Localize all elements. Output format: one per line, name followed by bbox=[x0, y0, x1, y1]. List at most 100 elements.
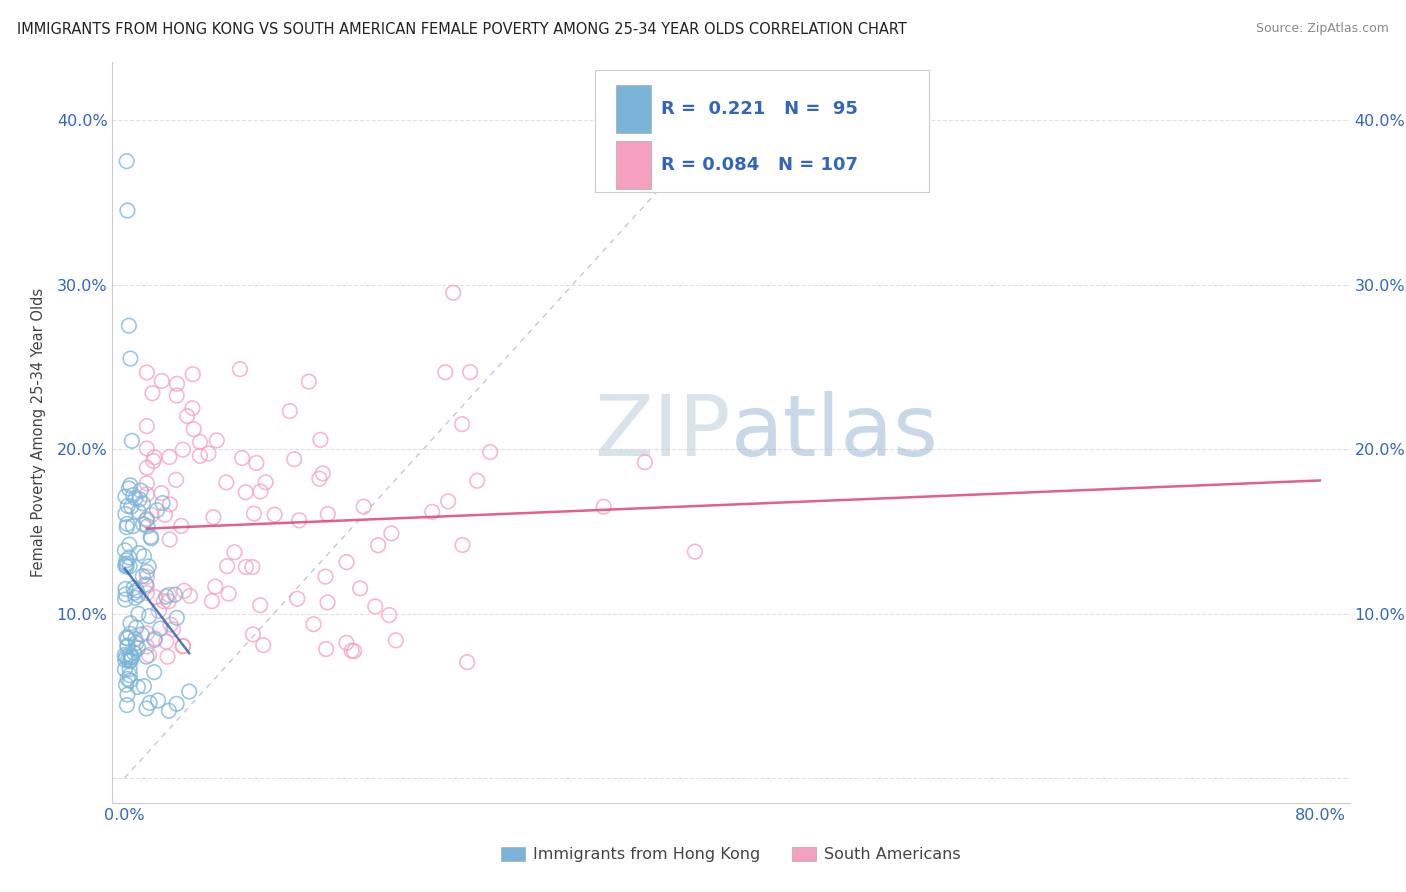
Point bbox=[188, 434, 211, 449]
Point bbox=[115, 154, 138, 169]
Point bbox=[336, 555, 359, 569]
Point bbox=[308, 472, 330, 486]
Point bbox=[132, 679, 155, 693]
Point bbox=[127, 641, 149, 656]
Point bbox=[364, 599, 387, 614]
Point bbox=[115, 631, 138, 645]
Point bbox=[451, 538, 474, 552]
Point bbox=[135, 649, 157, 664]
Point bbox=[135, 586, 157, 600]
Point bbox=[121, 434, 143, 448]
Point bbox=[183, 422, 205, 436]
Point bbox=[343, 644, 366, 658]
Point bbox=[249, 598, 271, 612]
Point bbox=[135, 565, 157, 579]
Point bbox=[120, 500, 142, 514]
Point bbox=[135, 487, 157, 501]
Point bbox=[437, 494, 460, 508]
Point bbox=[254, 475, 277, 490]
Point bbox=[201, 594, 224, 608]
Point bbox=[118, 538, 141, 552]
Point bbox=[173, 583, 195, 598]
Point bbox=[592, 500, 614, 514]
Point bbox=[114, 653, 136, 667]
FancyBboxPatch shape bbox=[616, 141, 651, 189]
Point bbox=[367, 538, 389, 552]
Point bbox=[451, 417, 474, 432]
Point bbox=[132, 496, 155, 510]
Point bbox=[135, 512, 157, 526]
Point bbox=[434, 365, 457, 379]
Point bbox=[117, 672, 139, 686]
Point bbox=[142, 454, 165, 468]
Point bbox=[114, 662, 136, 676]
Point bbox=[135, 640, 157, 654]
Point bbox=[218, 587, 240, 601]
Point bbox=[149, 622, 172, 636]
Point bbox=[115, 516, 138, 531]
Point bbox=[456, 655, 478, 669]
Point bbox=[122, 581, 145, 595]
Point bbox=[420, 505, 443, 519]
Point bbox=[176, 409, 198, 423]
Point bbox=[202, 510, 225, 524]
Point bbox=[129, 483, 152, 498]
Point bbox=[156, 649, 179, 664]
Point bbox=[120, 650, 142, 665]
Point bbox=[135, 626, 157, 640]
Point bbox=[314, 569, 336, 583]
Point bbox=[122, 519, 145, 533]
Point bbox=[159, 533, 181, 547]
Point bbox=[115, 698, 138, 712]
Point bbox=[465, 474, 488, 488]
Text: R = 0.084   N = 107: R = 0.084 N = 107 bbox=[661, 155, 858, 174]
Point bbox=[224, 545, 246, 559]
Point bbox=[135, 570, 157, 584]
Point bbox=[132, 569, 155, 583]
Point bbox=[117, 632, 139, 646]
Point bbox=[159, 617, 181, 632]
Point bbox=[118, 318, 141, 333]
Point bbox=[243, 507, 266, 521]
Point bbox=[181, 401, 204, 416]
Point bbox=[172, 639, 194, 653]
Point bbox=[316, 595, 339, 609]
Point bbox=[315, 642, 337, 657]
Point bbox=[166, 697, 188, 711]
Legend: Immigrants from Hong Kong, South Americans: Immigrants from Hong Kong, South America… bbox=[495, 840, 967, 869]
Point bbox=[115, 678, 138, 692]
Point bbox=[118, 482, 141, 496]
Point bbox=[316, 507, 339, 521]
Point bbox=[181, 368, 204, 382]
Point bbox=[378, 608, 401, 623]
Point bbox=[136, 519, 159, 533]
Point bbox=[235, 485, 257, 500]
Point bbox=[197, 447, 219, 461]
Point bbox=[131, 627, 153, 641]
Point bbox=[143, 590, 166, 604]
Point bbox=[114, 582, 136, 596]
Point bbox=[132, 517, 155, 532]
Point bbox=[120, 626, 142, 640]
Point bbox=[166, 376, 188, 391]
Point bbox=[118, 673, 141, 688]
Point bbox=[115, 553, 138, 567]
Point bbox=[143, 665, 166, 680]
Point bbox=[215, 475, 238, 490]
Point bbox=[125, 583, 148, 598]
Point bbox=[148, 604, 170, 618]
Text: atlas: atlas bbox=[731, 391, 939, 475]
Point bbox=[128, 492, 150, 507]
Point bbox=[302, 617, 325, 632]
Point bbox=[157, 594, 180, 608]
Point bbox=[127, 588, 149, 602]
Point bbox=[121, 649, 143, 664]
Point bbox=[172, 640, 194, 654]
Point bbox=[249, 484, 271, 499]
Point bbox=[278, 404, 301, 418]
Text: IMMIGRANTS FROM HONG KONG VS SOUTH AMERICAN FEMALE POVERTY AMONG 25-34 YEAR OLDS: IMMIGRANTS FROM HONG KONG VS SOUTH AMERI… bbox=[17, 22, 907, 37]
Point bbox=[117, 203, 139, 218]
Point bbox=[120, 351, 142, 366]
Point bbox=[153, 508, 176, 522]
Point bbox=[205, 434, 228, 448]
